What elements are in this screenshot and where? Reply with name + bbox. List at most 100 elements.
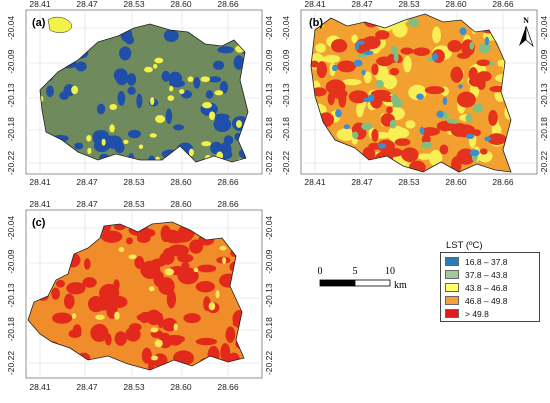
lst-patch (468, 67, 478, 82)
lst-patch (172, 124, 184, 131)
lst-patch (352, 131, 359, 139)
lst-patch (183, 313, 201, 324)
lst-patch (139, 311, 151, 324)
lst-patch (149, 133, 157, 138)
map-a-outlier-patch (47, 16, 73, 33)
lst-patch (71, 85, 79, 95)
lst-patch (469, 149, 480, 157)
lst-patch (93, 140, 110, 153)
lst-patch (138, 144, 144, 149)
lst-patch (497, 59, 506, 67)
lst-patch (420, 127, 441, 136)
lst-patch (466, 133, 475, 140)
legend-item: > 49.8 (445, 308, 489, 319)
lst-patch (83, 258, 91, 270)
map-panel-c: (c) 28.41 28.41 28.47 28.47 28.53 28.53 28.60 2… (0, 200, 275, 403)
legend-item: 46.8 – 49.8 (445, 295, 508, 306)
lst-patch (166, 289, 176, 309)
north-arrow-label: N (523, 16, 529, 25)
legend-swatch (445, 309, 459, 318)
lst-patch (363, 97, 372, 103)
lst-patch (75, 61, 87, 72)
y-tick-label-left: -20.13 (6, 83, 16, 107)
x-tick-label-bottom: 28.47 (76, 382, 98, 392)
y-tick-label-left: -20.13 (281, 83, 291, 107)
lst-patch (436, 110, 444, 118)
lst-patch (86, 135, 92, 142)
lst-patch (114, 311, 120, 320)
x-tick-label-bottom: 28.66 (217, 382, 239, 392)
x-tick-label-top: 28.66 (492, 0, 514, 9)
lst-patch (233, 55, 244, 70)
lst-patch (195, 281, 216, 293)
lst-patch (368, 142, 381, 151)
map-panel-a: (a) 28.41 28.41 28.47 28.47 28.53 28.53 28.60 2… (0, 0, 275, 200)
lst-patch (148, 286, 155, 292)
legend-item: 37.8 – 43.8 (445, 269, 508, 280)
lst-patch (403, 55, 412, 73)
lst-patch (386, 106, 393, 114)
map-c-svg: (c) 28.4128.4128.4728.4728.5328.5328.602… (6, 200, 274, 392)
lst-patch (447, 40, 463, 53)
lst-patch (87, 147, 92, 155)
legend-swatch (445, 283, 459, 292)
y-tick-label-right: -20.09 (264, 49, 274, 73)
lst-patch (219, 245, 227, 251)
lst-patch (46, 85, 54, 98)
legend-title: LST (ºC) (446, 240, 483, 251)
lst-patch (187, 76, 194, 82)
lst-patch (424, 86, 445, 95)
y-tick-label-right: -20.18 (264, 117, 274, 141)
y-tick-label-right: -20.04 (264, 216, 274, 240)
legend-item-label: 46.8 – 49.8 (465, 295, 508, 306)
lst-patch (476, 59, 491, 67)
y-tick-label-left: -20.09 (281, 49, 291, 73)
lst-patch (127, 129, 141, 139)
lst-patch (459, 27, 467, 35)
scale-segment-white (354, 279, 391, 287)
map-b-ticks: 28.41 28.41 28.47 28.47 28.53 28.53 28.60 28.60… (281, 0, 549, 187)
y-tick-label-right: -20.13 (264, 83, 274, 107)
lst-patch (489, 61, 494, 67)
lst-patch (405, 120, 416, 129)
lst-patch (416, 93, 424, 100)
y-tick-label-right: -20.04 (539, 16, 549, 40)
lst-patch (420, 141, 433, 149)
lst-patch (165, 108, 173, 124)
legend-box: 16.8 – 37.8 37.8 – 43.8 43.8 – 46.8 46.8… (440, 252, 540, 322)
lst-patch (101, 138, 106, 146)
lst-patch (421, 134, 431, 145)
lst-patch (361, 69, 366, 76)
lst-patch (161, 317, 178, 332)
x-tick-label-top: 28.47 (351, 0, 373, 9)
lst-patch (95, 314, 105, 320)
lst-patch (220, 343, 231, 362)
map-panel-b: (b) N 28.41 28.41 28.47 28.47 28.53 28.53 28.6… (275, 0, 550, 200)
y-tick-label-right: -20.13 (539, 83, 549, 107)
lst-patch (225, 326, 236, 343)
lst-patch (375, 30, 390, 40)
lst-patch (484, 36, 490, 46)
lst-patch (201, 141, 212, 147)
lst-patch (154, 57, 164, 64)
x-tick-label-bottom: 28.41 (29, 177, 51, 187)
y-tick-label-right: -20.22 (539, 151, 549, 175)
x-tick-label-bottom: 28.60 (445, 177, 467, 187)
x-tick-label-bottom: 28.41 (29, 382, 51, 392)
scale-bar: 0 5 10 km (318, 264, 418, 294)
lst-patch (213, 113, 230, 121)
y-tick-label-right: -20.04 (264, 16, 274, 40)
map-b-svg: (b) N 28.41 28.41 28.47 28.47 28.53 28.53 28.6… (281, 0, 549, 187)
legend-swatch (445, 270, 459, 279)
lst-patch (371, 63, 379, 76)
lst-patch (136, 93, 143, 109)
lst-patch (125, 237, 133, 245)
lst-patch (465, 113, 473, 123)
lst-patch (335, 109, 342, 118)
y-tick-label-left: -20.22 (281, 151, 291, 175)
lst-patch (109, 103, 118, 110)
lst-patch (472, 103, 484, 113)
y-tick-label-left: -20.04 (281, 16, 291, 40)
x-tick-label-top: 28.47 (76, 200, 98, 209)
lst-patch (356, 40, 365, 45)
